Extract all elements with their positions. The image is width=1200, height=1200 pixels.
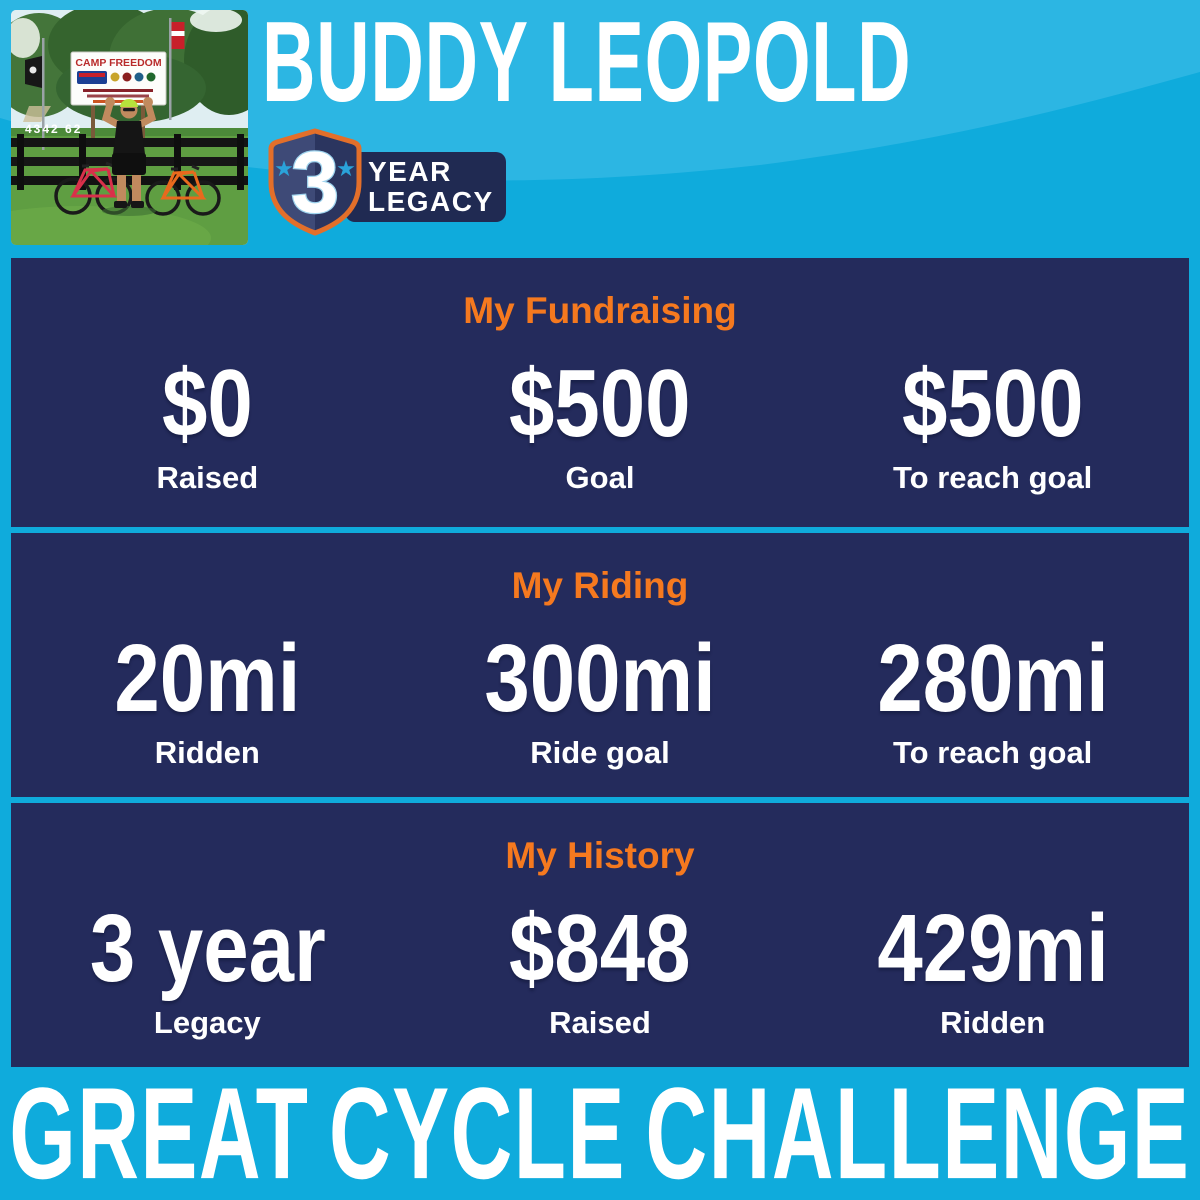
riding-panel: My Riding 20mi Ridden 300mi Ride goal 28… xyxy=(11,533,1189,797)
stat-value: 280mi xyxy=(876,625,1109,732)
history-panel-title: My History xyxy=(505,835,695,876)
star-icon: ★ xyxy=(274,156,294,181)
rider-name-text: BUDDY LEOPOLD xyxy=(262,0,912,126)
stat-legacy: 3 year Legacy xyxy=(11,899,404,1041)
stat-raised: $0 Raised xyxy=(11,354,404,496)
badge-years-number: 3 xyxy=(291,135,339,231)
stat-goal: $500 Goal xyxy=(404,354,797,496)
stat-value: $848 xyxy=(509,895,691,1002)
riding-stats-row: 20mi Ridden 300mi Ride goal 280mi To rea… xyxy=(11,629,1189,771)
fundraising-panel-title: My Fundraising xyxy=(463,290,737,331)
stat-label: Raised xyxy=(549,1005,651,1040)
stat-total-ridden: 429mi Ridden xyxy=(796,899,1189,1041)
stat-ride-goal: 300mi Ride goal xyxy=(404,629,797,771)
stat-label: Ride goal xyxy=(530,735,670,770)
stat-value: 3 year xyxy=(89,895,326,1002)
legacy-shield-icon: ★ ★ 3 xyxy=(268,128,362,236)
stat-label: Raised xyxy=(156,460,259,495)
rider-photo-illustration: CAMP FREEDOM 4342 62 xyxy=(11,10,248,245)
stat-to-reach-goal: $500 To reach goal xyxy=(796,354,1189,496)
stat-ridden: 20mi Ridden xyxy=(11,629,404,771)
orange-bike xyxy=(145,164,221,216)
stat-total-raised: $848 Raised xyxy=(404,899,797,1041)
fundraising-panel: My Fundraising $0 Raised $500 Goal $500 … xyxy=(11,258,1189,527)
badge-legacy-label: LEGACY xyxy=(368,186,494,217)
rider-photo: CAMP FREEDOM 4342 62 xyxy=(11,10,248,245)
stat-label: To reach goal xyxy=(893,460,1093,495)
stat-value: 429mi xyxy=(876,895,1109,1002)
stat-value: 20mi xyxy=(114,625,301,732)
stat-value: $500 xyxy=(509,350,691,457)
stat-label: Goal xyxy=(565,460,635,495)
riding-panel-title: My Riding xyxy=(511,565,689,606)
stat-label: To reach goal xyxy=(893,735,1093,770)
stat-label: Legacy xyxy=(153,1005,261,1040)
legacy-badge: YEAR LEGACY ★ ★ 3 xyxy=(263,126,508,238)
stat-to-reach-ride-goal: 280mi To reach goal xyxy=(796,629,1189,771)
stat-label: Ridden xyxy=(154,735,260,770)
brand-wordmark: GREAT CYCLE CHALLENGE xyxy=(9,1061,1191,1200)
history-stats-row: 3 year Legacy $848 Raised 429mi Ridden xyxy=(11,899,1189,1041)
history-panel: My History 3 year Legacy $848 Raised 429… xyxy=(11,803,1189,1067)
badge-year-label: YEAR xyxy=(368,156,452,187)
star-icon: ★ xyxy=(336,156,356,181)
camp-sign-text: CAMP FREEDOM xyxy=(75,57,161,69)
stat-label: Ridden xyxy=(940,1005,1046,1040)
stat-value: $500 xyxy=(901,350,1084,457)
legacy-badge-pill: YEAR LEGACY xyxy=(345,152,506,222)
brand-banner: GREAT CYCLE CHALLENGE xyxy=(0,1067,1200,1200)
stat-value: $0 xyxy=(161,350,253,457)
rider-name: BUDDY LEOPOLD xyxy=(262,6,1200,126)
fence-number-text: 4342 62 xyxy=(25,122,82,136)
fundraising-stats-row: $0 Raised $500 Goal $500 To reach goal xyxy=(11,354,1189,496)
stat-value: 300mi xyxy=(484,625,716,732)
rider-figure xyxy=(101,97,157,216)
